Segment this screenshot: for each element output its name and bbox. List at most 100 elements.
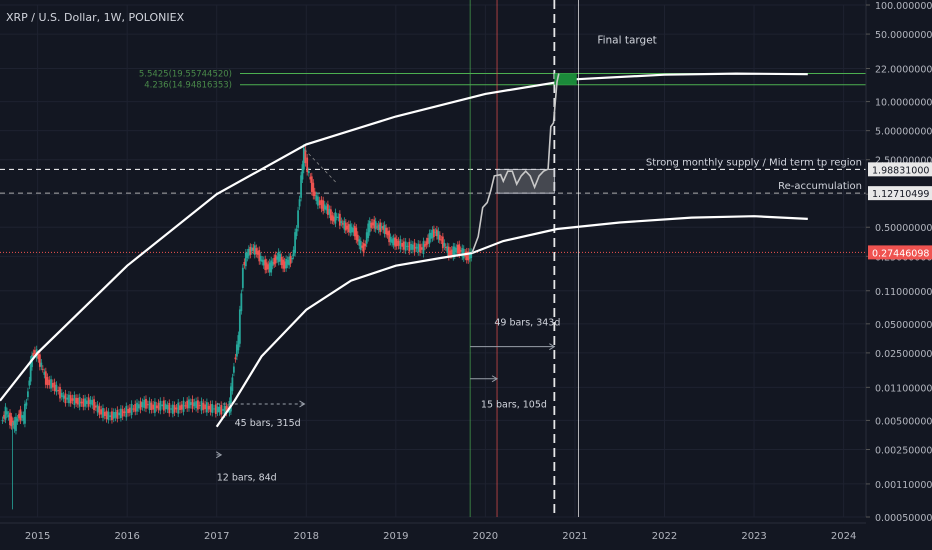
candle-body: [330, 209, 332, 221]
candle-body: [168, 403, 171, 414]
candle-body: [408, 241, 411, 252]
candle-body: [157, 402, 160, 410]
candle-body: [143, 399, 146, 408]
candle-body: [344, 222, 347, 231]
candle-body: [444, 246, 447, 248]
candle-body: [243, 261, 246, 266]
projection-path: [471, 73, 560, 254]
level-label: Re-accumulation: [778, 181, 862, 192]
reaccumulation-box: [496, 168, 555, 194]
price-tick-label: 10.00000000: [875, 98, 932, 109]
candle-body: [29, 359, 32, 382]
candle-body: [425, 241, 428, 246]
candle-body: [385, 227, 388, 235]
candle-body: [77, 397, 79, 405]
candle-body: [214, 404, 217, 415]
price-tick-label: 0.00250000: [875, 445, 932, 456]
candle-body: [250, 247, 253, 252]
candle-body: [84, 398, 86, 407]
time-tick-label: 2024: [831, 531, 856, 542]
price-tick-label: 22.00000000: [875, 65, 932, 76]
candle-body: [66, 397, 69, 400]
candle-body: [60, 392, 63, 397]
candle-body: [453, 246, 456, 256]
candle-body: [271, 261, 274, 266]
measure-label: 45 bars, 315d: [235, 418, 301, 429]
candle-body: [121, 409, 124, 417]
candle-body: [307, 171, 310, 174]
candle-body: [289, 256, 292, 264]
candle-body: [383, 224, 386, 235]
candle-body: [382, 226, 385, 230]
candle-body: [450, 249, 453, 256]
horizontal-levels: 5.5425(19.55744520) 4.236(14.94816353) Str…: [0, 69, 866, 253]
candle-body: [107, 411, 110, 421]
price-projection: [304, 73, 577, 254]
candle-body: [395, 238, 398, 247]
candle-body: [205, 402, 208, 413]
price-axis: 100.00000000 50.00000000 22.00000000 10.000…: [865, 0, 932, 550]
candle-body: [103, 411, 106, 416]
candle-body: [371, 222, 374, 226]
candle-body: [225, 406, 228, 413]
candle-body: [252, 247, 255, 251]
upper-arc: [0, 72, 808, 402]
candle-body: [392, 238, 395, 246]
candle-body: [470, 251, 473, 258]
price-tick-label: 0.11000000: [875, 287, 932, 298]
level-label: Strong monthly supply / Mid term tp regi…: [646, 157, 862, 168]
candle-body: [411, 244, 414, 250]
candle-body: [59, 387, 61, 399]
candle-body: [270, 260, 273, 273]
candle-body: [112, 411, 115, 419]
candle-body: [32, 353, 35, 356]
candle-body: [443, 242, 446, 247]
fib-level-label: 5.5425(19.55744520): [139, 69, 232, 79]
candle-body: [89, 399, 92, 405]
candle-body: [53, 382, 56, 392]
candle-body: [170, 408, 172, 410]
candle-body: [202, 402, 205, 410]
lower-arc: [215, 215, 808, 428]
candle-body: [139, 401, 142, 410]
candle-body: [195, 401, 198, 409]
candle-body: [295, 228, 298, 236]
candle-body: [247, 248, 250, 256]
candle-body: [222, 408, 224, 411]
candle-body: [300, 175, 302, 198]
candle-body: [241, 267, 244, 288]
time-tick-label: 2017: [204, 531, 229, 542]
candle-body: [347, 224, 350, 233]
candle-body: [128, 407, 131, 413]
candle-body: [277, 251, 280, 262]
candle-body: [27, 391, 29, 398]
candle-body: [175, 407, 178, 410]
price-axis-label: 0.27446098: [872, 248, 929, 259]
candle-body: [166, 404, 169, 410]
candle-body: [21, 415, 23, 418]
price-tick-label: 0.00050000: [875, 513, 932, 524]
candle-body: [294, 232, 296, 254]
candle-body: [417, 243, 420, 253]
candle-body: [406, 245, 409, 247]
candle-body: [73, 395, 76, 405]
target-box: [554, 73, 577, 85]
candle-body: [255, 248, 258, 255]
candle-body: [216, 406, 219, 413]
candle-body: [130, 403, 133, 415]
candle-body: [379, 222, 382, 232]
candle-body: [161, 404, 163, 407]
candle-body: [459, 250, 462, 252]
candle-body: [137, 404, 140, 409]
time-tick-label: 2023: [741, 531, 766, 542]
candle-body: [34, 350, 36, 355]
candle-body: [388, 230, 391, 243]
candle-body: [78, 397, 81, 407]
price-tick-label: 50.00000000: [875, 30, 932, 41]
candle-body: [41, 368, 44, 370]
candle-body: [184, 405, 187, 407]
candle-body: [218, 406, 221, 413]
price-tick-label: 0.05000000: [875, 320, 932, 331]
candle-body: [75, 397, 78, 404]
